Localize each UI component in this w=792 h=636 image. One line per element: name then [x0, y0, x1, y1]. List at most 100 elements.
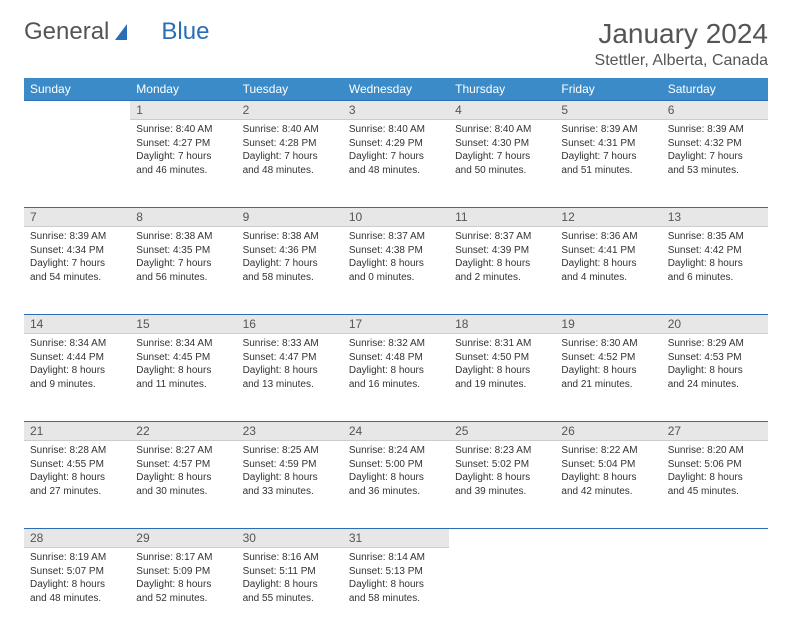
day-cell-empty — [24, 120, 130, 208]
sunrise-line: Sunrise: 8:33 AM — [243, 337, 337, 351]
sunset-line: Sunset: 4:47 PM — [243, 351, 337, 365]
day-number: 4 — [449, 101, 555, 120]
sunrise-line: Sunrise: 8:20 AM — [668, 444, 762, 458]
sunset-line: Sunset: 4:39 PM — [455, 244, 549, 258]
logo: General Blue — [24, 18, 209, 46]
sunrise-line: Sunrise: 8:27 AM — [136, 444, 230, 458]
content-row: Sunrise: 8:40 AMSunset: 4:27 PMDaylight:… — [24, 120, 768, 208]
day-number: 24 — [343, 422, 449, 441]
daylight-line: Daylight: 7 hours and 58 minutes. — [243, 257, 337, 284]
sunrise-line: Sunrise: 8:29 AM — [668, 337, 762, 351]
day-cell-empty — [662, 548, 768, 636]
daylight-line: Daylight: 8 hours and 9 minutes. — [30, 364, 124, 391]
day-number: 17 — [343, 315, 449, 334]
day-cell: Sunrise: 8:34 AMSunset: 4:45 PMDaylight:… — [130, 334, 236, 422]
day-number: 26 — [555, 422, 661, 441]
sunrise-line: Sunrise: 8:37 AM — [455, 230, 549, 244]
day-number: 27 — [662, 422, 768, 441]
sunrise-line: Sunrise: 8:16 AM — [243, 551, 337, 565]
day-number: 11 — [449, 208, 555, 227]
sunset-line: Sunset: 4:32 PM — [668, 137, 762, 151]
day-number-empty — [449, 529, 555, 548]
daylight-line: Daylight: 8 hours and 21 minutes. — [561, 364, 655, 391]
content-row: Sunrise: 8:34 AMSunset: 4:44 PMDaylight:… — [24, 334, 768, 422]
sunrise-line: Sunrise: 8:39 AM — [561, 123, 655, 137]
day-number: 19 — [555, 315, 661, 334]
day-header: Monday — [130, 78, 236, 101]
sunset-line: Sunset: 4:45 PM — [136, 351, 230, 365]
daylight-line: Daylight: 8 hours and 39 minutes. — [455, 471, 549, 498]
daylight-line: Daylight: 8 hours and 52 minutes. — [136, 578, 230, 605]
sunrise-line: Sunrise: 8:19 AM — [30, 551, 124, 565]
sunset-line: Sunset: 4:30 PM — [455, 137, 549, 151]
day-cell: Sunrise: 8:33 AMSunset: 4:47 PMDaylight:… — [237, 334, 343, 422]
daynum-row: 28293031 — [24, 529, 768, 548]
sunrise-line: Sunrise: 8:37 AM — [349, 230, 443, 244]
calendar-table: SundayMondayTuesdayWednesdayThursdayFrid… — [24, 78, 768, 636]
day-cell: Sunrise: 8:30 AMSunset: 4:52 PMDaylight:… — [555, 334, 661, 422]
day-header: Saturday — [662, 78, 768, 101]
daylight-line: Daylight: 8 hours and 13 minutes. — [243, 364, 337, 391]
sunrise-line: Sunrise: 8:34 AM — [136, 337, 230, 351]
day-cell: Sunrise: 8:40 AMSunset: 4:28 PMDaylight:… — [237, 120, 343, 208]
day-cell: Sunrise: 8:40 AMSunset: 4:27 PMDaylight:… — [130, 120, 236, 208]
daylight-line: Daylight: 7 hours and 53 minutes. — [668, 150, 762, 177]
header: General Blue January 2024 Stettler, Albe… — [24, 18, 768, 70]
daylight-line: Daylight: 8 hours and 30 minutes. — [136, 471, 230, 498]
day-number: 6 — [662, 101, 768, 120]
daylight-line: Daylight: 7 hours and 48 minutes. — [349, 150, 443, 177]
day-header-row: SundayMondayTuesdayWednesdayThursdayFrid… — [24, 78, 768, 101]
day-number-empty — [662, 529, 768, 548]
sunrise-line: Sunrise: 8:40 AM — [349, 123, 443, 137]
day-header: Thursday — [449, 78, 555, 101]
day-number: 2 — [237, 101, 343, 120]
day-cell-empty — [449, 548, 555, 636]
sunset-line: Sunset: 4:31 PM — [561, 137, 655, 151]
daylight-line: Daylight: 7 hours and 56 minutes. — [136, 257, 230, 284]
day-number: 12 — [555, 208, 661, 227]
daynum-row: 123456 — [24, 101, 768, 120]
day-number: 29 — [130, 529, 236, 548]
day-cell: Sunrise: 8:25 AMSunset: 4:59 PMDaylight:… — [237, 441, 343, 529]
daylight-line: Daylight: 8 hours and 4 minutes. — [561, 257, 655, 284]
day-cell: Sunrise: 8:23 AMSunset: 5:02 PMDaylight:… — [449, 441, 555, 529]
daylight-line: Daylight: 8 hours and 33 minutes. — [243, 471, 337, 498]
day-cell: Sunrise: 8:39 AMSunset: 4:34 PMDaylight:… — [24, 227, 130, 315]
sunset-line: Sunset: 4:34 PM — [30, 244, 124, 258]
sunset-line: Sunset: 4:36 PM — [243, 244, 337, 258]
sunrise-line: Sunrise: 8:40 AM — [136, 123, 230, 137]
day-cell: Sunrise: 8:37 AMSunset: 4:39 PMDaylight:… — [449, 227, 555, 315]
daylight-line: Daylight: 8 hours and 24 minutes. — [668, 364, 762, 391]
day-cell: Sunrise: 8:27 AMSunset: 4:57 PMDaylight:… — [130, 441, 236, 529]
day-cell: Sunrise: 8:37 AMSunset: 4:38 PMDaylight:… — [343, 227, 449, 315]
day-number: 31 — [343, 529, 449, 548]
daylight-line: Daylight: 7 hours and 54 minutes. — [30, 257, 124, 284]
day-header: Friday — [555, 78, 661, 101]
daylight-line: Daylight: 8 hours and 42 minutes. — [561, 471, 655, 498]
day-cell: Sunrise: 8:36 AMSunset: 4:41 PMDaylight:… — [555, 227, 661, 315]
daylight-line: Daylight: 7 hours and 46 minutes. — [136, 150, 230, 177]
day-cell: Sunrise: 8:17 AMSunset: 5:09 PMDaylight:… — [130, 548, 236, 636]
daynum-row: 78910111213 — [24, 208, 768, 227]
day-cell: Sunrise: 8:19 AMSunset: 5:07 PMDaylight:… — [24, 548, 130, 636]
logo-text-general: General — [24, 18, 109, 46]
sunrise-line: Sunrise: 8:38 AM — [136, 230, 230, 244]
day-cell: Sunrise: 8:32 AMSunset: 4:48 PMDaylight:… — [343, 334, 449, 422]
sunrise-line: Sunrise: 8:25 AM — [243, 444, 337, 458]
day-number: 8 — [130, 208, 236, 227]
day-number: 23 — [237, 422, 343, 441]
daylight-line: Daylight: 8 hours and 11 minutes. — [136, 364, 230, 391]
sunrise-line: Sunrise: 8:23 AM — [455, 444, 549, 458]
sunrise-line: Sunrise: 8:40 AM — [455, 123, 549, 137]
day-cell: Sunrise: 8:31 AMSunset: 4:50 PMDaylight:… — [449, 334, 555, 422]
sunrise-line: Sunrise: 8:40 AM — [243, 123, 337, 137]
sunrise-line: Sunrise: 8:36 AM — [561, 230, 655, 244]
day-cell: Sunrise: 8:34 AMSunset: 4:44 PMDaylight:… — [24, 334, 130, 422]
location: Stettler, Alberta, Canada — [595, 52, 768, 70]
daylight-line: Daylight: 7 hours and 48 minutes. — [243, 150, 337, 177]
sunset-line: Sunset: 5:02 PM — [455, 458, 549, 472]
day-number: 10 — [343, 208, 449, 227]
sunrise-line: Sunrise: 8:35 AM — [668, 230, 762, 244]
day-number-empty — [555, 529, 661, 548]
sunset-line: Sunset: 5:06 PM — [668, 458, 762, 472]
